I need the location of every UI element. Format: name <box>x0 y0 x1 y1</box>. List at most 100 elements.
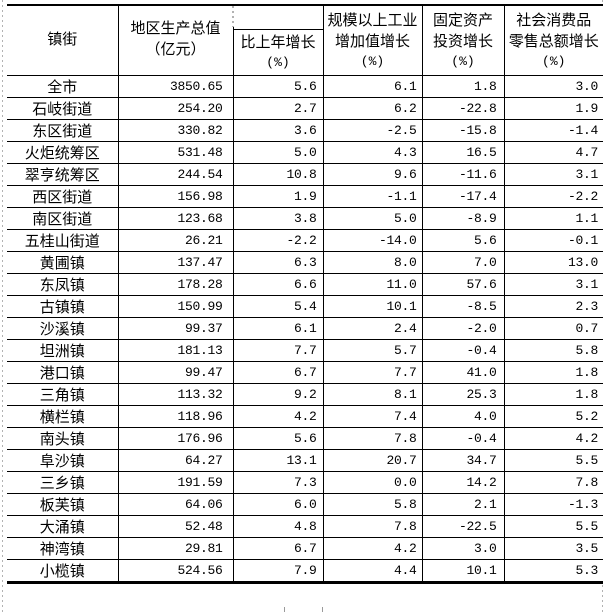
growth-value-cell: 7.3 <box>232 470 324 494</box>
investment-value-cell: 1.8 <box>421 74 505 98</box>
growth-value-cell: 9.2 <box>232 382 324 406</box>
header-investment-unit: (%) <box>451 53 475 69</box>
investment-value-cell: 2.1 <box>421 492 505 516</box>
growth-value-cell: 6.0 <box>232 492 324 516</box>
industry-value-cell: 0.0 <box>322 470 423 494</box>
table-row: 古镇镇 150.99 5.4 10.1 -8.5 2.3 <box>7 294 603 318</box>
industry-value-cell: 8.0 <box>322 250 423 274</box>
gdp-value-cell: 524.56 <box>117 558 234 583</box>
header-growth-unit: (%) <box>266 55 290 71</box>
gdp-value-cell: 156.98 <box>117 184 234 208</box>
gdp-value-cell: 181.13 <box>117 338 234 362</box>
table-row: 东凤镇 178.28 6.6 11.0 57.6 3.1 <box>7 272 603 296</box>
gdp-value-cell: 3850.65 <box>117 74 234 98</box>
investment-value-cell: 7.0 <box>421 250 505 274</box>
town-cell: 神湾镇 <box>7 536 119 560</box>
growth-value-cell: 3.8 <box>232 206 324 230</box>
header-investment-line1: 固定资产 <box>432 12 493 29</box>
retail-value-cell: 1.1 <box>503 206 603 230</box>
growth-value-cell: 5.4 <box>232 294 324 318</box>
retail-value-cell: 5.5 <box>503 448 603 472</box>
retail-value-cell: 3.0 <box>503 74 603 98</box>
retail-value-cell: -2.2 <box>503 184 603 208</box>
investment-value-cell: -8.5 <box>421 294 505 318</box>
gdp-value-cell: 176.96 <box>117 426 234 450</box>
retail-value-cell: 7.8 <box>503 470 603 494</box>
growth-value-cell: 7.9 <box>232 558 324 583</box>
retail-value-cell: 4.2 <box>503 426 603 450</box>
investment-value-cell: 57.6 <box>421 272 505 296</box>
industry-value-cell: 11.0 <box>322 272 423 296</box>
investment-value-cell: -17.4 <box>421 184 505 208</box>
industry-value-cell: 2.4 <box>322 316 423 340</box>
gdp-value-cell: 29.81 <box>117 536 234 560</box>
retail-value-cell: -1.3 <box>503 492 603 516</box>
retail-value-cell: 1.8 <box>503 382 603 406</box>
industry-value-cell: 20.7 <box>322 448 423 472</box>
table-row: 翠亨统筹区 244.54 10.8 9.6 -11.6 3.1 <box>7 162 603 186</box>
investment-value-cell: -0.4 <box>421 338 505 362</box>
industry-value-cell: 8.1 <box>322 382 423 406</box>
growth-value-cell: 2.7 <box>232 96 324 120</box>
town-cell: 三角镇 <box>7 382 119 406</box>
investment-value-cell: -0.4 <box>421 426 505 450</box>
header-gdp-line1: 地区生产总值 <box>130 21 221 38</box>
industry-value-cell: 4.3 <box>322 140 423 164</box>
gdp-value-cell: 64.06 <box>117 492 234 516</box>
investment-value-cell: -8.9 <box>421 206 505 230</box>
table-row: 沙溪镇 99.37 6.1 2.4 -2.0 0.7 <box>7 316 603 340</box>
investment-value-cell: 5.6 <box>421 228 505 252</box>
table-row: 三角镇 113.32 9.2 8.1 25.3 1.8 <box>7 382 603 406</box>
town-cell: 石岐街道 <box>7 96 119 120</box>
economic-indicators-table: 镇街 地区生产总值 （亿元） 比上年增长 (%) <box>7 4 603 584</box>
retail-value-cell: 5.8 <box>503 338 603 362</box>
town-cell: 全市 <box>7 74 119 98</box>
industry-value-cell: 9.6 <box>322 162 423 186</box>
investment-value-cell: -22.8 <box>421 96 505 120</box>
gridline-stub-left <box>284 607 285 612</box>
retail-value-cell: 1.8 <box>503 360 603 384</box>
town-cell: 古镇镇 <box>7 294 119 318</box>
growth-value-cell: 5.6 <box>232 426 324 450</box>
header-row: 镇街 地区生产总值 （亿元） 比上年增长 (%) <box>7 4 603 76</box>
investment-value-cell: 41.0 <box>421 360 505 384</box>
gdp-value-cell: 178.28 <box>117 272 234 296</box>
town-cell: 板芙镇 <box>7 492 119 516</box>
retail-value-cell: 3.1 <box>503 272 603 296</box>
gdp-value-cell: 64.27 <box>117 448 234 472</box>
town-cell: 小榄镇 <box>7 558 119 583</box>
gdp-value-cell: 52.48 <box>117 514 234 538</box>
town-cell: 黄圃镇 <box>7 250 119 274</box>
investment-value-cell: -22.5 <box>421 514 505 538</box>
growth-value-cell: -2.2 <box>232 228 324 252</box>
town-cell: 坦洲镇 <box>7 338 119 362</box>
industry-value-cell: 7.8 <box>322 514 423 538</box>
header-retail-line1: 社会消费品 <box>516 12 592 29</box>
header-cell-town: 镇街 <box>7 4 119 76</box>
town-cell: 东区街道 <box>7 118 119 142</box>
retail-value-cell: 5.5 <box>503 514 603 538</box>
industry-value-cell: 6.2 <box>322 96 423 120</box>
table-row: 大涌镇 52.48 4.8 7.8 -22.5 5.5 <box>7 514 603 538</box>
retail-value-cell: 3.5 <box>503 536 603 560</box>
header-cell-retail: 社会消费品 零售总额增长 (%) <box>503 4 603 76</box>
header-cell-industry: 规模以上工业 增加值增长 (%) <box>322 4 423 76</box>
industry-value-cell: 5.7 <box>322 338 423 362</box>
retail-value-cell: 1.9 <box>503 96 603 120</box>
town-cell: 西区街道 <box>7 184 119 208</box>
table-row: 西区街道 156.98 1.9 -1.1 -17.4 -2.2 <box>7 184 603 208</box>
growth-value-cell: 4.8 <box>232 514 324 538</box>
industry-value-cell: 7.4 <box>322 404 423 428</box>
table-row: 神湾镇 29.81 6.7 4.2 3.0 3.5 <box>7 536 603 560</box>
industry-value-cell: 4.4 <box>322 558 423 583</box>
gdp-value-cell: 99.37 <box>117 316 234 340</box>
gdp-value-cell: 191.59 <box>117 470 234 494</box>
investment-value-cell: 16.5 <box>421 140 505 164</box>
header-growth-subcell: 比上年增长 (%) <box>234 29 322 74</box>
investment-value-cell: 14.2 <box>421 470 505 494</box>
header-gdp-line2: （亿元） <box>145 42 206 59</box>
retail-value-cell: 4.7 <box>503 140 603 164</box>
industry-value-cell: 5.8 <box>322 492 423 516</box>
header-industry-unit: (%) <box>360 53 385 69</box>
